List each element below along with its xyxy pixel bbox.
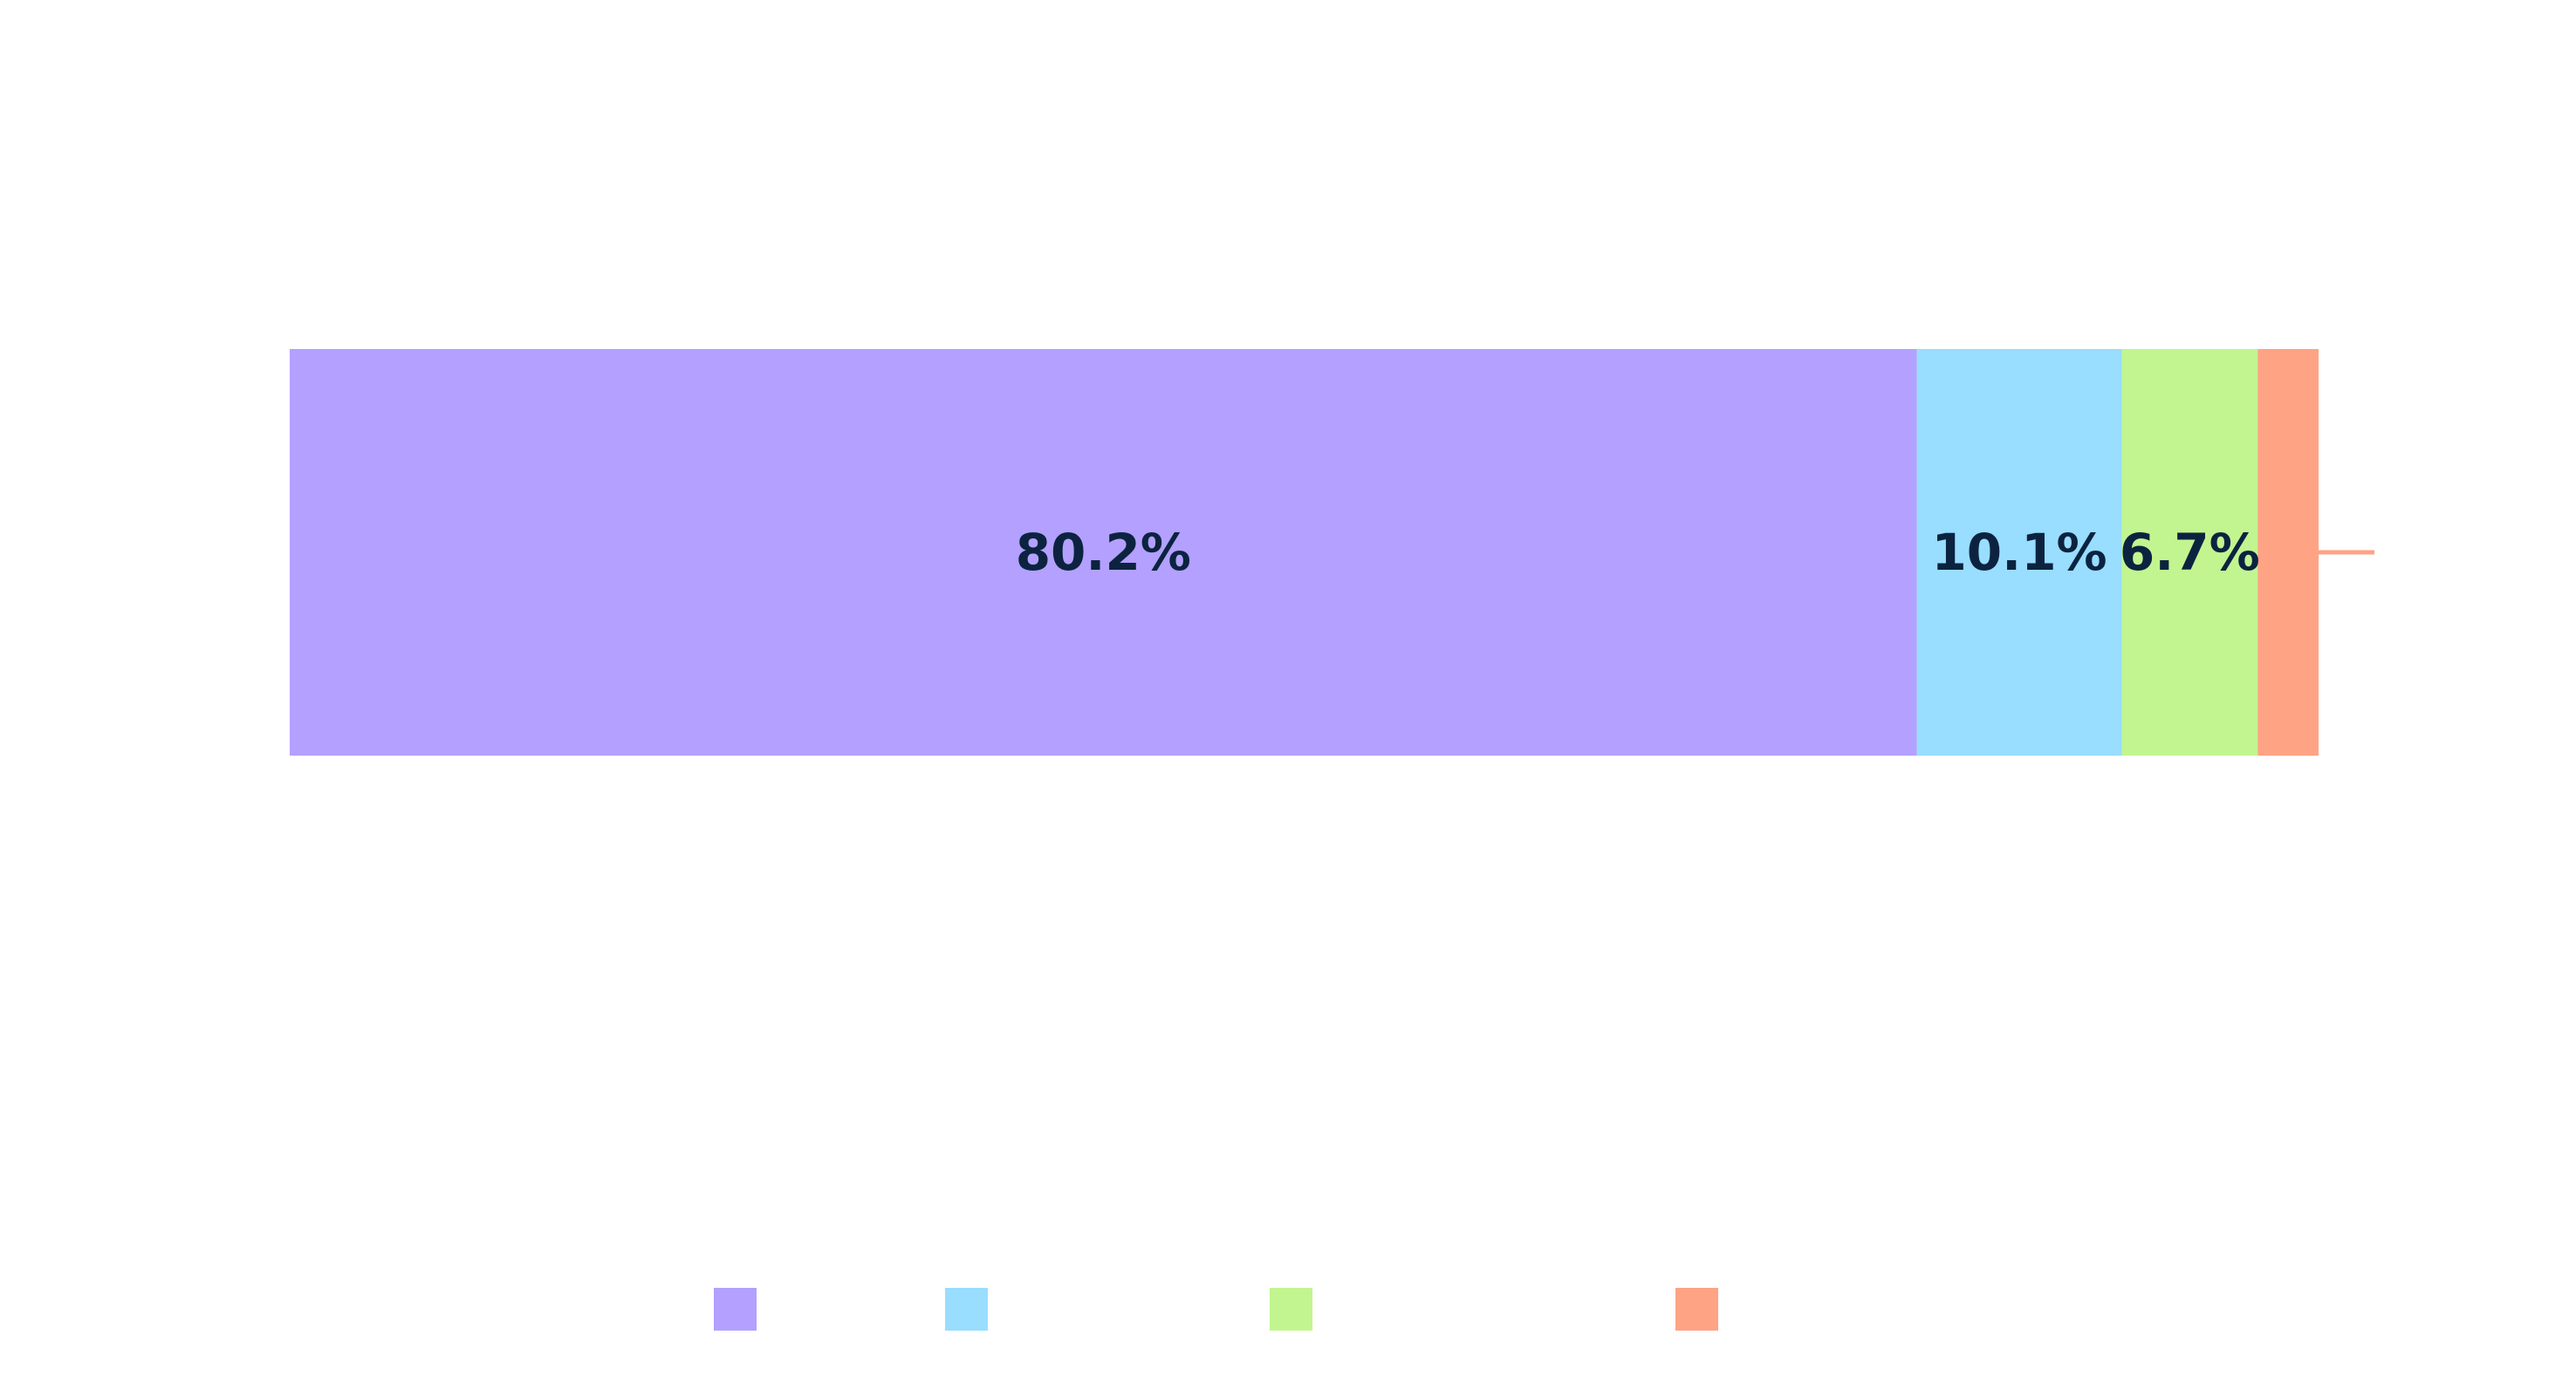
segment-label-2: 10.1% (1931, 523, 2107, 582)
bar-segment-1 (290, 349, 1917, 756)
bar-segment-4 (2257, 349, 2319, 756)
bar-segments (290, 349, 2319, 756)
segment-label-1: 80.2% (1016, 523, 1191, 582)
segment-label-3: 6.7% (2120, 523, 2260, 582)
legend-swatch-4 (1675, 1288, 1718, 1331)
legend-swatch-1 (714, 1288, 757, 1331)
legend (714, 1288, 1718, 1331)
segment-labels: 80.2% 10.1% 6.7% (1016, 523, 2374, 582)
legend-swatch-3 (1270, 1288, 1312, 1331)
bar-segment-3 (2121, 349, 2258, 756)
bar-segment-2 (1916, 349, 2122, 756)
legend-swatch-2 (945, 1288, 988, 1331)
